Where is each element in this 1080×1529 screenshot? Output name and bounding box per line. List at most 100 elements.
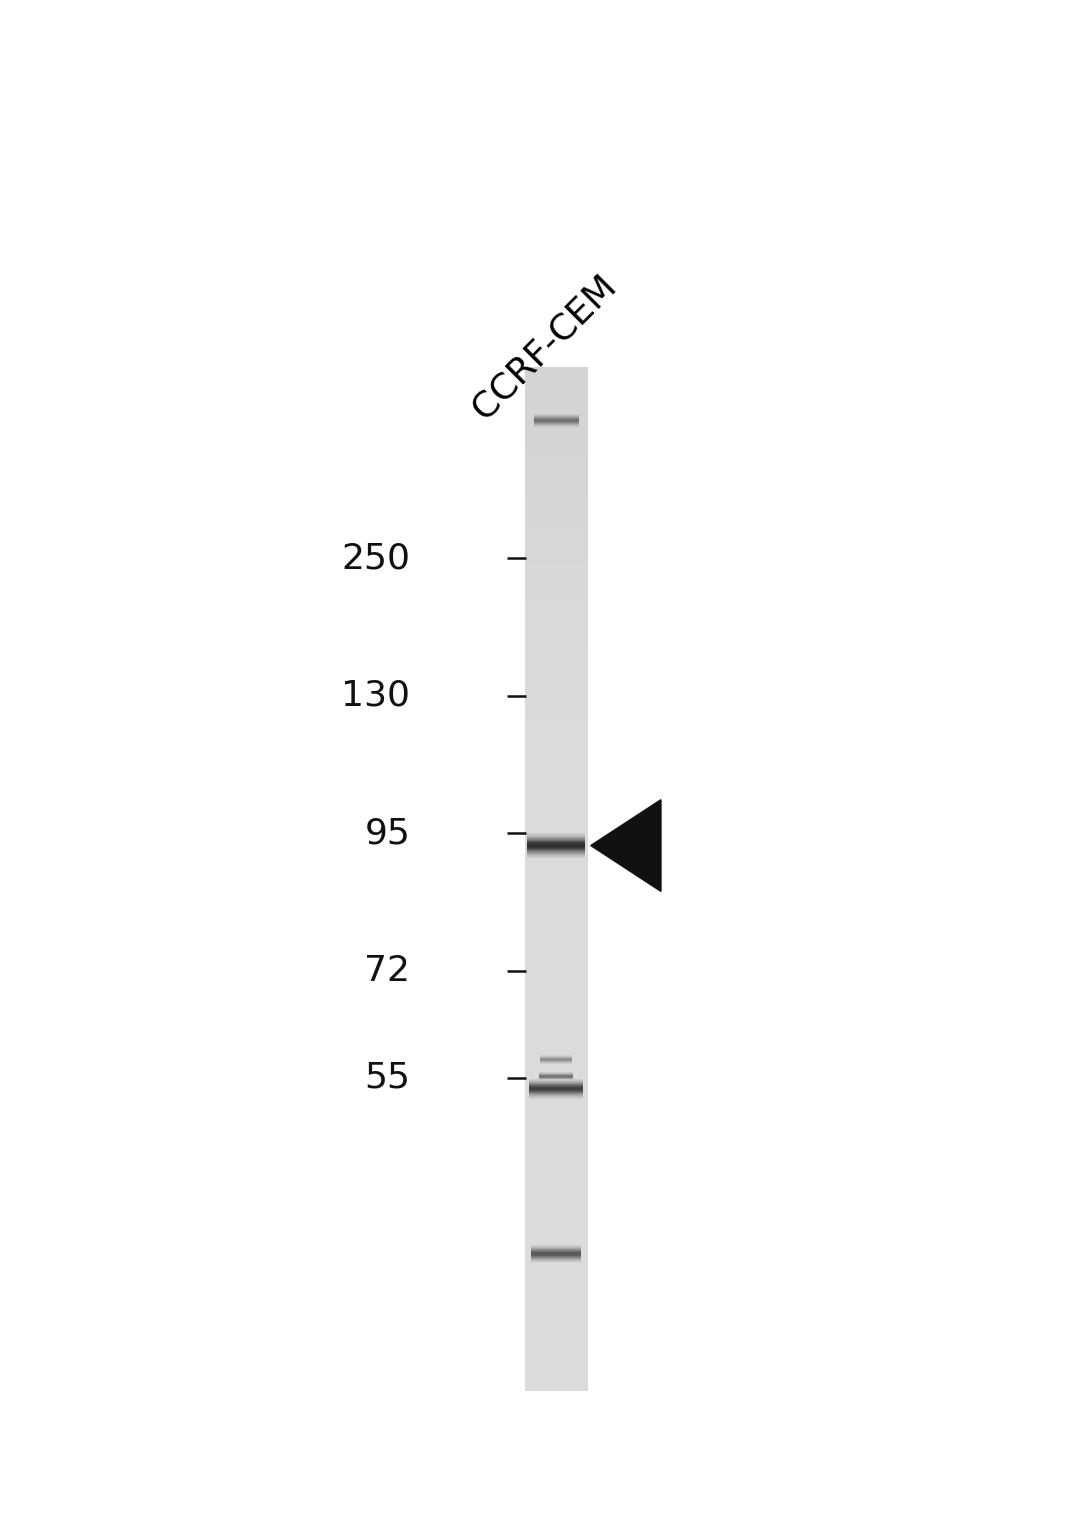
Bar — [525, 393, 588, 401]
Bar — [525, 615, 588, 624]
Bar — [525, 1339, 588, 1349]
Bar — [525, 734, 588, 743]
Bar — [525, 1323, 588, 1332]
Bar — [525, 879, 588, 888]
Bar — [525, 1118, 588, 1127]
Bar — [525, 820, 588, 827]
Bar — [525, 657, 588, 665]
Bar — [525, 427, 588, 436]
Polygon shape — [591, 800, 661, 891]
Bar — [525, 538, 588, 546]
Bar — [525, 768, 588, 777]
Bar — [525, 495, 588, 503]
Bar — [525, 1212, 588, 1220]
Bar — [525, 1289, 588, 1298]
Bar — [525, 589, 588, 598]
Bar — [525, 572, 588, 581]
Bar — [525, 1349, 588, 1358]
Bar — [525, 870, 588, 879]
Bar — [525, 1238, 588, 1246]
Bar — [525, 1315, 588, 1323]
Bar — [525, 1093, 588, 1101]
Bar — [525, 1306, 588, 1315]
Bar — [525, 486, 588, 495]
Text: 130: 130 — [341, 679, 410, 713]
Bar — [525, 1075, 588, 1084]
Bar — [525, 1365, 588, 1375]
Bar — [525, 708, 588, 717]
Bar — [525, 1177, 588, 1187]
Bar — [525, 836, 588, 846]
Text: CCRF-CEM: CCRF-CEM — [465, 269, 623, 427]
Bar — [525, 443, 588, 453]
Text: 95: 95 — [365, 816, 410, 850]
Bar — [525, 1358, 588, 1365]
Bar — [525, 827, 588, 836]
Bar — [525, 1203, 588, 1212]
Bar — [525, 1127, 588, 1135]
Bar — [525, 469, 588, 479]
Bar — [525, 479, 588, 486]
Bar — [525, 648, 588, 657]
Bar — [525, 1332, 588, 1339]
Bar — [525, 367, 588, 376]
Bar — [525, 1067, 588, 1075]
Bar — [525, 1015, 588, 1024]
Bar — [525, 1024, 588, 1034]
Bar — [525, 751, 588, 760]
Bar — [525, 1058, 588, 1067]
Bar — [525, 846, 588, 853]
Bar — [525, 605, 588, 615]
Bar — [525, 1263, 588, 1272]
Bar — [525, 384, 588, 393]
Bar — [525, 436, 588, 443]
Bar — [525, 1008, 588, 1015]
Bar — [525, 641, 588, 648]
Bar — [525, 1153, 588, 1161]
Bar — [525, 1229, 588, 1237]
Bar — [525, 956, 588, 965]
Bar — [525, 401, 588, 410]
Text: 250: 250 — [341, 541, 410, 575]
Bar — [525, 760, 588, 768]
Bar — [525, 853, 588, 862]
Bar — [525, 555, 588, 563]
Bar — [525, 1196, 588, 1203]
Bar — [525, 905, 588, 913]
Bar — [525, 376, 588, 384]
Bar — [525, 991, 588, 998]
Bar — [525, 598, 588, 605]
Bar — [525, 410, 588, 417]
Bar — [525, 691, 588, 700]
Text: 72: 72 — [364, 954, 410, 988]
Bar — [525, 913, 588, 922]
Bar — [525, 1034, 588, 1041]
Bar — [525, 665, 588, 674]
Bar — [525, 1298, 588, 1306]
Bar — [525, 624, 588, 631]
Bar — [525, 786, 588, 794]
Bar — [525, 803, 588, 810]
Bar — [525, 1375, 588, 1382]
Bar — [525, 948, 588, 956]
Bar — [525, 563, 588, 572]
Bar — [525, 1161, 588, 1170]
Bar — [525, 777, 588, 786]
Bar — [525, 529, 588, 538]
Bar — [525, 972, 588, 982]
Bar — [525, 683, 588, 691]
Bar — [525, 726, 588, 734]
Bar — [525, 1220, 588, 1229]
Bar — [525, 862, 588, 870]
Bar — [525, 453, 588, 460]
Bar — [525, 1272, 588, 1280]
Bar — [525, 1110, 588, 1118]
Bar — [525, 717, 588, 726]
Bar — [525, 1101, 588, 1110]
Bar — [525, 1041, 588, 1050]
Bar — [525, 1084, 588, 1093]
Bar — [525, 1255, 588, 1263]
Bar — [525, 674, 588, 683]
Bar — [525, 998, 588, 1008]
Bar — [525, 896, 588, 905]
